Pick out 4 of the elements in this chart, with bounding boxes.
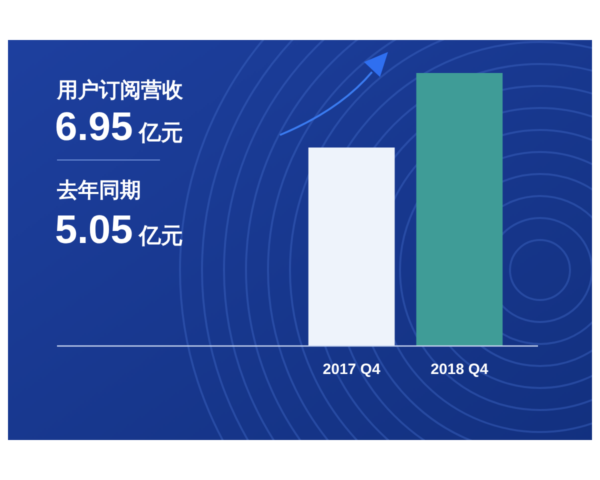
text: 用户订阅营收: [56, 78, 184, 102]
x-tick-label: 2017 Q4: [322, 361, 381, 378]
text: 去年同期: [56, 178, 141, 202]
x-tick-label: 2018 Q4: [430, 361, 489, 378]
